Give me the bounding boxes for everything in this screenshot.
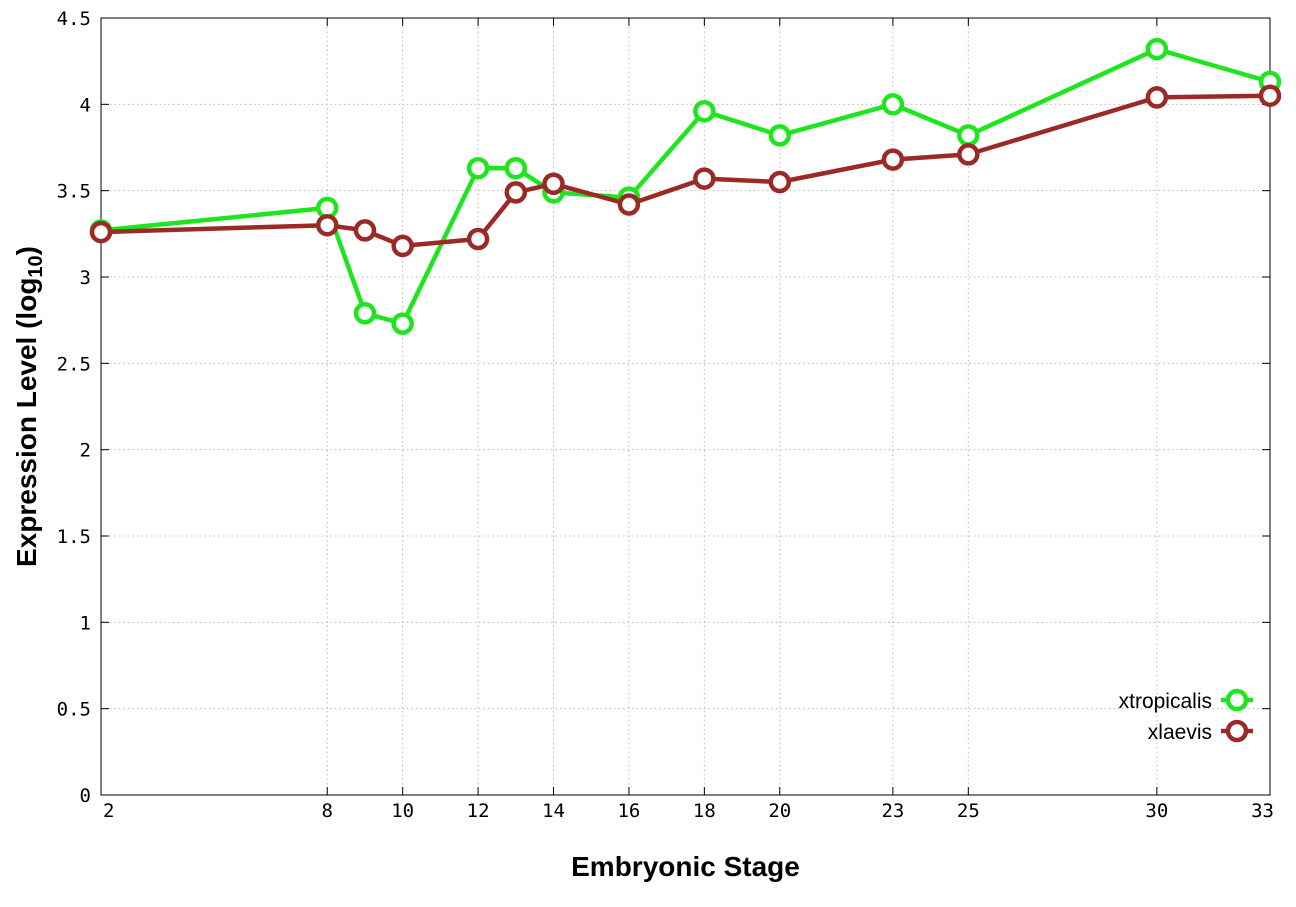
- y-axis-title-close: ): [11, 246, 42, 255]
- x-tick-label: 25: [957, 800, 980, 822]
- legend-label: xlaevis: [1148, 721, 1212, 744]
- legend: xtropicalis xlaevis: [1119, 688, 1253, 744]
- legend-label: xtropicalis: [1119, 690, 1212, 713]
- x-tick-label: 33: [1251, 800, 1274, 822]
- data-point: [353, 302, 377, 325]
- data-point: [881, 93, 905, 116]
- data-point: [391, 312, 414, 335]
- x-axis-title: Embryonic Stage: [571, 851, 800, 882]
- data-point: [542, 172, 565, 196]
- x-tick-label: 16: [617, 800, 640, 822]
- y-tick-label: 1.5: [57, 526, 91, 548]
- y-tick-label: 4: [80, 94, 91, 116]
- x-tick-label: 8: [322, 800, 333, 822]
- series-xlaevis: [89, 84, 1282, 258]
- y-tick-label: 4.5: [57, 8, 91, 30]
- data-point: [957, 143, 980, 166]
- x-tick-label: 23: [881, 800, 904, 822]
- y-axis-title-subscript: 10: [25, 255, 47, 277]
- grid-lines: [101, 18, 1270, 795]
- series-line: [100, 93, 1271, 249]
- y-axis-title: Expression Level (log10): [11, 246, 47, 567]
- x-tick-label: 30: [1145, 800, 1168, 822]
- x-tick-label: 12: [467, 800, 490, 822]
- y-tick-label: 3: [80, 267, 91, 289]
- data-point: [1145, 86, 1169, 109]
- y-tick-label: 0.5: [57, 699, 91, 721]
- data-point: [391, 234, 414, 258]
- data-point: [881, 148, 905, 171]
- legend-swatch-marker: [1225, 719, 1249, 743]
- data-point: [504, 156, 528, 180]
- x-tick-label: 18: [693, 800, 716, 822]
- data-point: [693, 99, 716, 123]
- data-point: [466, 227, 490, 251]
- data-point: [504, 181, 528, 204]
- series-layer: [89, 37, 1282, 335]
- data-point: [768, 124, 792, 147]
- data-point: [693, 167, 716, 190]
- y-axis-title-text: Expression Level (log: [11, 278, 42, 567]
- plot-frame: [100, 17, 1271, 796]
- data-point: [768, 170, 792, 194]
- data-point: [957, 124, 980, 147]
- data-point: [466, 156, 490, 180]
- y-tick-label: 1: [80, 612, 91, 634]
- axis-ticks: 0 0.5 1 1.5 2 2.5 3 3.5 4 4.5 2 8 10 12 14 16 18 20 23 25 30…: [57, 8, 1274, 822]
- x-tick-label: 20: [768, 800, 791, 822]
- y-tick-label: 2.5: [57, 353, 91, 375]
- x-tick-label: 2: [103, 800, 114, 822]
- data-point: [353, 219, 377, 242]
- y-tick-label: 0: [80, 785, 91, 807]
- y-tick-label: 2: [80, 440, 91, 462]
- data-point: [316, 213, 339, 237]
- x-tick-label: 10: [391, 800, 414, 822]
- y-tick-label: 3.5: [57, 181, 91, 203]
- x-tick-label: 14: [542, 800, 565, 822]
- data-point: [1258, 84, 1282, 107]
- data-point: [617, 193, 641, 216]
- data-point: [89, 220, 113, 244]
- legend-swatch-marker: [1225, 688, 1249, 712]
- data-point: [1145, 37, 1169, 61]
